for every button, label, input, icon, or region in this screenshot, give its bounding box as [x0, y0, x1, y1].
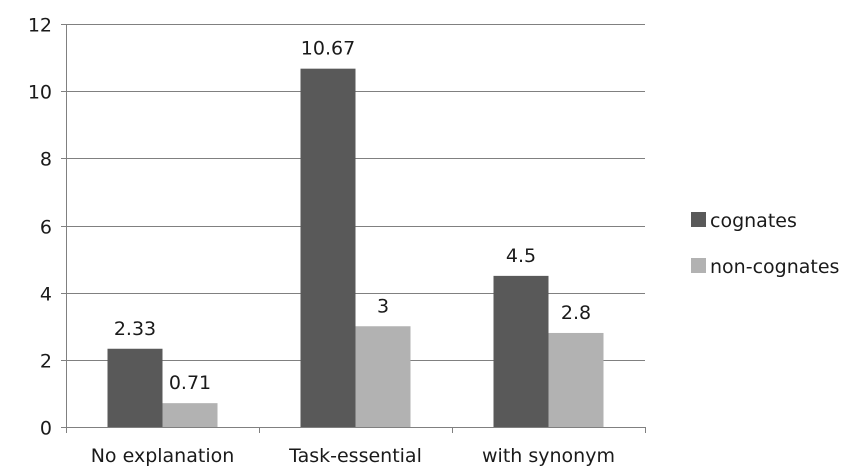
bar-cognates-1 [300, 68, 356, 427]
bar-non-cognates-1 [355, 326, 411, 427]
data-label-non-cognates-2: 2.8 [561, 302, 591, 324]
axes: 0 2 4 6 8 10 12 No explanation Task-essential wit… [28, 15, 646, 467]
data-label-non-cognates-0: 0.71 [169, 372, 211, 394]
y-tick-label-12: 12 [28, 15, 52, 37]
bar-non-cognates-0 [162, 403, 218, 427]
data-label-cognates-2: 4.5 [506, 245, 536, 267]
bars [107, 68, 604, 427]
y-tick-label-4: 4 [40, 284, 52, 306]
data-label-non-cognates-1: 3 [377, 295, 389, 317]
x-category-label-2: with synonym [482, 445, 615, 467]
y-tick-label-2: 2 [40, 351, 52, 373]
y-tick-label-0: 0 [40, 418, 52, 440]
bar-cognates-0 [107, 348, 163, 427]
x-category-label-0: No explanation [91, 445, 235, 467]
legend: cognates non-cognates [691, 210, 839, 278]
x-category-label-1: Task-essential [288, 445, 422, 467]
legend-label-cognates: cognates [710, 210, 797, 232]
data-label-cognates-1: 10.67 [301, 38, 355, 60]
bar-cognates-2 [493, 275, 549, 427]
legend-swatch-cognates [691, 212, 706, 227]
data-labels: 2.33 0.71 10.67 3 4.5 2.8 [114, 38, 591, 394]
legend-swatch-non-cognates [691, 258, 706, 273]
legend-label-non-cognates: non-cognates [710, 256, 839, 278]
bar-non-cognates-2 [548, 332, 604, 427]
y-tick-label-8: 8 [40, 149, 52, 171]
y-tick-label-6: 6 [40, 217, 52, 239]
data-label-cognates-0: 2.33 [114, 318, 156, 340]
y-tick-label-10: 10 [28, 82, 52, 104]
